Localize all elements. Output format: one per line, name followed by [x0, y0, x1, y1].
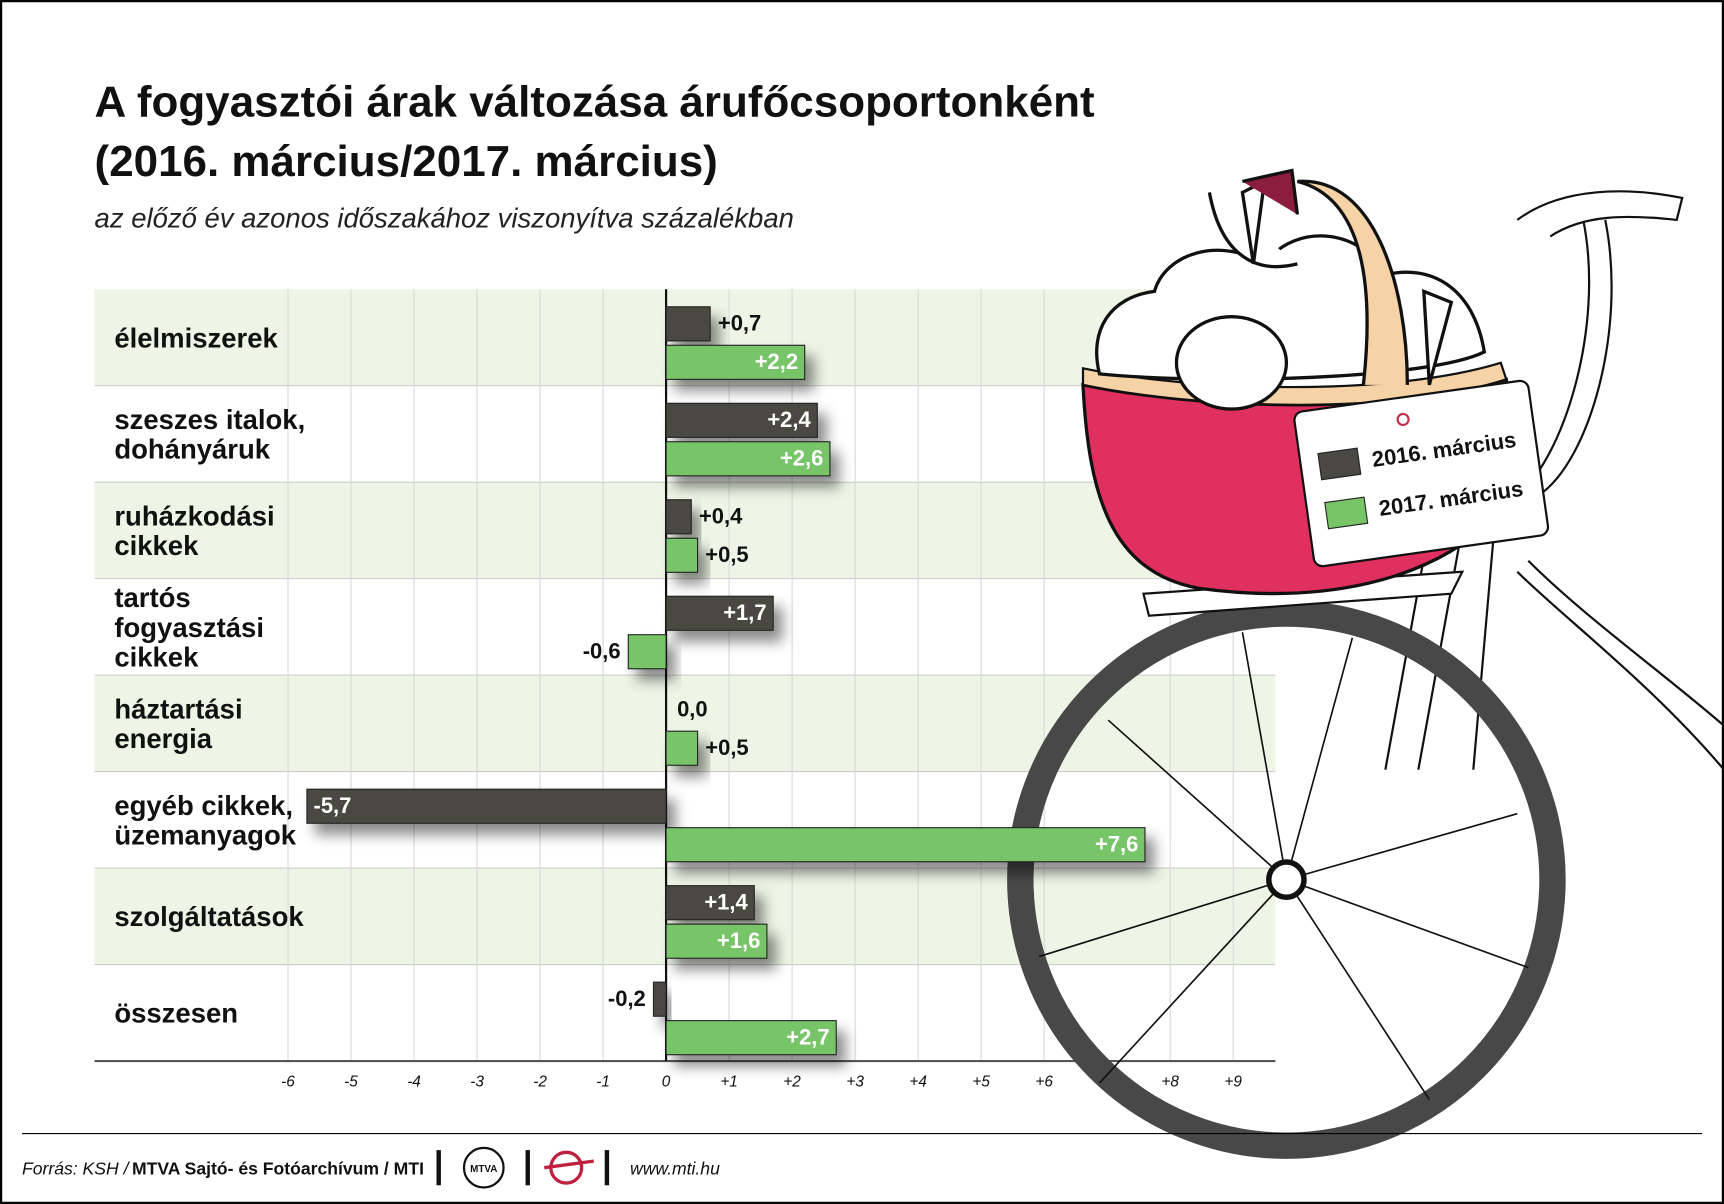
- separator: [604, 1150, 610, 1186]
- value-label: +2,2: [755, 349, 798, 374]
- value-label: +0,7: [718, 311, 761, 336]
- value-label: 0,0: [677, 697, 708, 722]
- value-label: -0,2: [608, 986, 646, 1011]
- x-tick-label: 0: [662, 1073, 671, 1090]
- footer-source: MTVA Sajtó- és Fotóarchívum / MTI: [132, 1158, 424, 1178]
- value-label: +2,4: [767, 407, 811, 432]
- x-tick-label: +2: [783, 1073, 801, 1090]
- bar: [665, 923, 768, 959]
- x-tick-label: -2: [533, 1073, 547, 1090]
- chart-title: A fogyasztói árak változása árufőcsoport…: [95, 78, 1095, 127]
- bar: [665, 441, 831, 477]
- x-tick-label: -6: [281, 1073, 295, 1090]
- value-label: +1,6: [717, 928, 760, 953]
- bar: [665, 885, 755, 921]
- value-label: +7,6: [1095, 832, 1138, 857]
- y-category-label: szolgáltatások: [114, 901, 304, 932]
- x-tick-label: -5: [344, 1073, 358, 1090]
- mti-logo: [544, 1150, 594, 1185]
- y-category-label: tartós fogyasztási cikkek: [114, 582, 264, 672]
- x-tick-label: +4: [909, 1073, 927, 1090]
- bar: [665, 344, 806, 380]
- value-label: +0,5: [705, 735, 748, 760]
- y-category-label: szeszes italok, dohányáruk: [114, 404, 305, 465]
- chart-title: (2016. március/2017. március): [95, 137, 718, 186]
- separator: [525, 1150, 530, 1186]
- y-category-label: összesen: [114, 998, 238, 1029]
- bar: [665, 827, 1146, 863]
- bar: [652, 981, 667, 1017]
- value-label: -5,7: [314, 793, 352, 818]
- bar: [306, 788, 667, 824]
- x-tick-label: +5: [972, 1073, 990, 1090]
- y-category-label: ruházkodási cikkek: [114, 500, 274, 561]
- bar: [665, 402, 818, 438]
- value-label: +1,7: [723, 600, 766, 625]
- chart-subtitle: az előző év azonos időszakához viszonyít…: [95, 203, 794, 234]
- y-category-label: élelmiszerek: [114, 322, 278, 353]
- x-tick-label: +6: [1035, 1073, 1053, 1090]
- value-label: +2,6: [780, 446, 823, 471]
- x-tick-label: +8: [1161, 1073, 1179, 1090]
- y-category-label: egyéb cikkek, üzemanyagok: [114, 790, 296, 851]
- legend-swatch: [1317, 447, 1362, 481]
- bar: [665, 499, 692, 535]
- footer-url: www.mti.hu: [630, 1158, 720, 1178]
- value-label: +1,4: [704, 890, 748, 915]
- bar: [665, 537, 699, 573]
- x-tick-label: -3: [470, 1073, 484, 1090]
- x-tick-label: +9: [1224, 1073, 1242, 1090]
- bar: [665, 730, 699, 766]
- bar: [665, 1020, 837, 1056]
- mtva-logo: [462, 1146, 505, 1189]
- legend-swatch: [1324, 496, 1369, 530]
- value-label: +0,4: [699, 504, 743, 529]
- value-label: -0,6: [583, 639, 621, 664]
- separator: [436, 1150, 441, 1186]
- y-category-label: háztartási energia: [114, 693, 242, 754]
- x-tick-label: -4: [407, 1073, 421, 1090]
- value-label: +0,5: [705, 542, 748, 567]
- x-tick-label: +1: [720, 1073, 738, 1090]
- x-tick-label: +3: [846, 1073, 864, 1090]
- bar: [665, 595, 774, 631]
- footer-source-label: Forrás: KSH /: [22, 1158, 131, 1178]
- bar: [665, 306, 711, 342]
- bar: [627, 634, 667, 670]
- x-tick-label: -1: [596, 1073, 610, 1090]
- mtva-logo-text: MTVA: [470, 1164, 497, 1175]
- value-label: +2,7: [786, 1025, 829, 1050]
